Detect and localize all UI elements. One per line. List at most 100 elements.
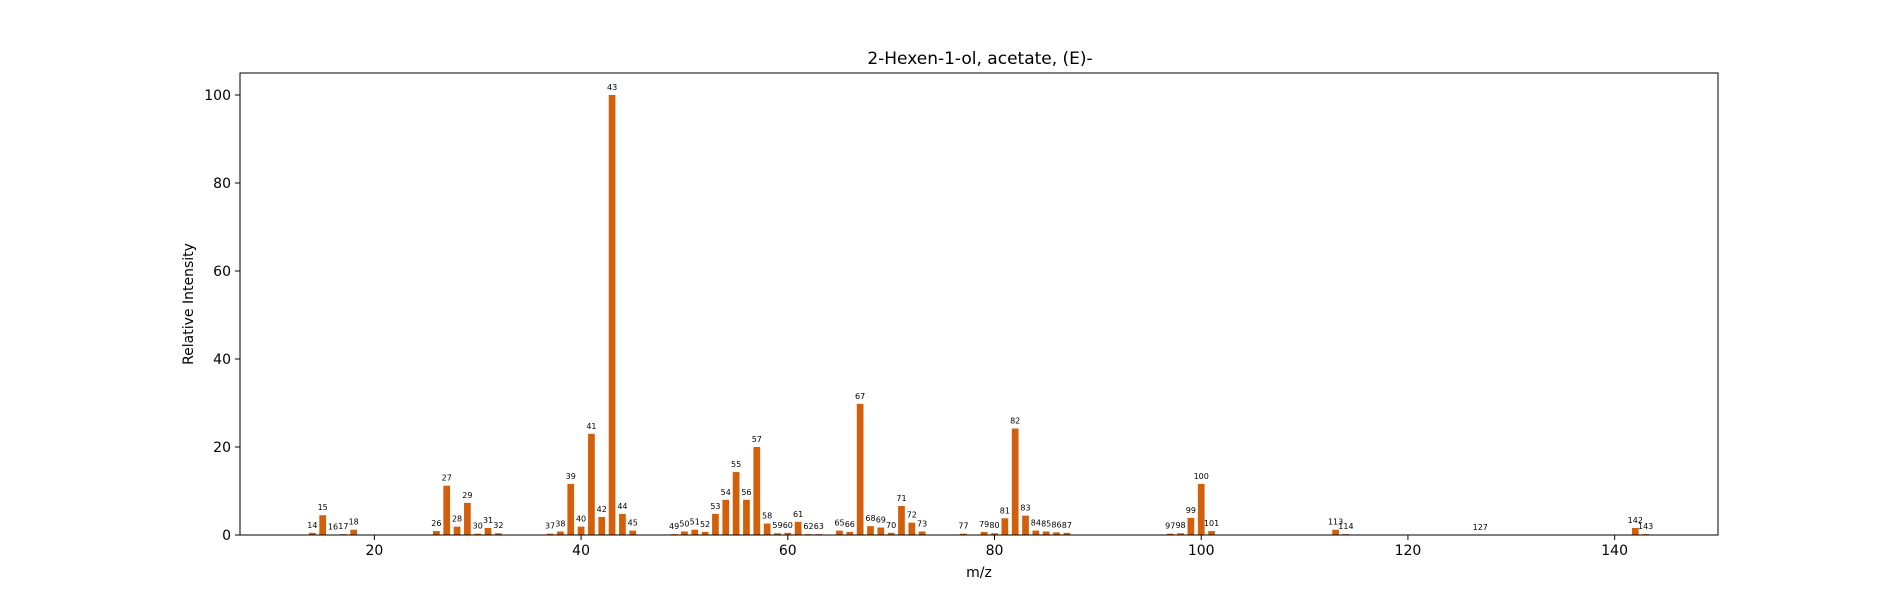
bar-mz-28: [454, 527, 461, 535]
bar-mz-81: [1001, 518, 1008, 535]
peak-label-86: 86: [1051, 520, 1061, 529]
peak-label-83: 83: [1020, 504, 1030, 513]
y-axis: 0 20 40 60 80 100: [204, 88, 240, 544]
peak-label-77: 77: [958, 522, 968, 531]
bar-mz-83: [1022, 516, 1029, 535]
peak-label-18: 18: [349, 518, 359, 527]
peak-label-42: 42: [597, 505, 607, 514]
bar-mz-68: [867, 526, 874, 535]
plot-frame: [240, 73, 1718, 535]
peak-label-56: 56: [741, 488, 751, 497]
peak-label-28: 28: [452, 515, 462, 524]
peak-label-14: 14: [307, 521, 317, 530]
peak-label-97: 97: [1165, 522, 1175, 531]
peak-label-98: 98: [1175, 521, 1185, 530]
peak-label-40: 40: [576, 515, 586, 524]
bar-mz-26: [433, 531, 440, 535]
peak-label-66: 66: [845, 520, 855, 529]
peak-label-79: 79: [979, 520, 989, 529]
bar-mz-55: [733, 472, 740, 535]
peak-label-63: 63: [814, 522, 824, 531]
peak-label-49: 49: [669, 522, 679, 531]
bar-mz-65: [836, 531, 843, 535]
peak-label-54: 54: [721, 488, 731, 497]
peak-label-114: 114: [1338, 522, 1353, 531]
bar-mz-41: [588, 434, 595, 535]
bar-mz-27: [443, 486, 450, 535]
peak-label-67: 67: [855, 392, 865, 401]
bar-mz-85: [1043, 531, 1050, 535]
bar-mz-44: [619, 514, 626, 535]
bar-mz-53: [712, 514, 719, 535]
bar-mz-61: [795, 522, 802, 535]
peak-label-57: 57: [752, 435, 762, 444]
peak-label-58: 58: [762, 512, 772, 521]
peak-label-80: 80: [989, 521, 999, 530]
bar-mz-18: [350, 530, 357, 535]
bar-mz-82: [1012, 429, 1019, 535]
bars-layer: [309, 95, 1649, 535]
x-tick-label: 120: [1395, 543, 1422, 559]
peak-label-143: 143: [1638, 522, 1653, 531]
y-tick-label: 0: [222, 528, 231, 544]
peak-label-72: 72: [907, 511, 917, 520]
bar-mz-38: [557, 531, 564, 535]
peak-label-101: 101: [1204, 519, 1219, 528]
bar-mz-43: [609, 95, 616, 535]
bar-mz-50: [681, 531, 688, 535]
peak-label-55: 55: [731, 460, 741, 469]
peak-label-84: 84: [1031, 519, 1041, 528]
x-tick-label: 60: [779, 543, 797, 559]
peak-label-30: 30: [473, 522, 483, 531]
bar-mz-71: [898, 506, 905, 535]
x-axis-title: m/z: [966, 565, 992, 581]
x-tick-label: 20: [365, 543, 383, 559]
bar-mz-29: [464, 503, 471, 535]
bar-mz-56: [743, 500, 750, 535]
peak-label-52: 52: [700, 520, 710, 529]
peak-label-51: 51: [690, 518, 700, 527]
peak-label-59: 59: [772, 521, 782, 530]
y-tick-label: 40: [213, 352, 231, 368]
peak-label-127: 127: [1473, 523, 1488, 532]
peak-label-26: 26: [431, 519, 441, 528]
x-tick-label: 40: [572, 543, 590, 559]
peak-label-62: 62: [803, 522, 813, 531]
peak-label-27: 27: [442, 474, 452, 483]
peak-label-31: 31: [483, 516, 493, 525]
bar-mz-67: [857, 404, 864, 535]
peak-label-60: 60: [783, 521, 793, 530]
peak-label-41: 41: [586, 422, 596, 431]
peak-label-17: 17: [338, 522, 348, 531]
peak-label-32: 32: [493, 521, 503, 530]
y-axis-title: Relative Intensity: [181, 243, 197, 365]
bar-mz-54: [722, 500, 729, 535]
peak-label-38: 38: [555, 519, 565, 528]
y-tick-label: 80: [213, 176, 231, 192]
x-axis: 20 40 60 80 100 120 140: [365, 535, 1628, 559]
bar-mz-15: [319, 515, 326, 535]
x-tick-label: 140: [1601, 543, 1628, 559]
peak-label-39: 39: [566, 472, 576, 481]
peak-label-61: 61: [793, 510, 803, 519]
peak-label-85: 85: [1041, 519, 1051, 528]
bar-mz-57: [753, 447, 760, 535]
bar-mz-42: [598, 517, 605, 535]
peak-label-82: 82: [1010, 417, 1020, 426]
peak-label-29: 29: [462, 491, 472, 500]
peak-label-50: 50: [679, 519, 689, 528]
peak-label-71: 71: [896, 494, 906, 503]
bar-mz-58: [764, 524, 771, 535]
peak-label-99: 99: [1186, 506, 1196, 515]
bar-mz-39: [567, 484, 574, 535]
x-tick-label: 100: [1188, 543, 1215, 559]
peak-label-15: 15: [318, 503, 328, 512]
bar-mz-73: [919, 531, 926, 535]
peak-label-45: 45: [628, 519, 638, 528]
chart-title: 2-Hexen-1-ol, acetate, (E)-: [867, 49, 1092, 69]
peak-label-53: 53: [710, 502, 720, 511]
x-tick-label: 80: [986, 543, 1004, 559]
peak-label-81: 81: [1000, 506, 1010, 515]
